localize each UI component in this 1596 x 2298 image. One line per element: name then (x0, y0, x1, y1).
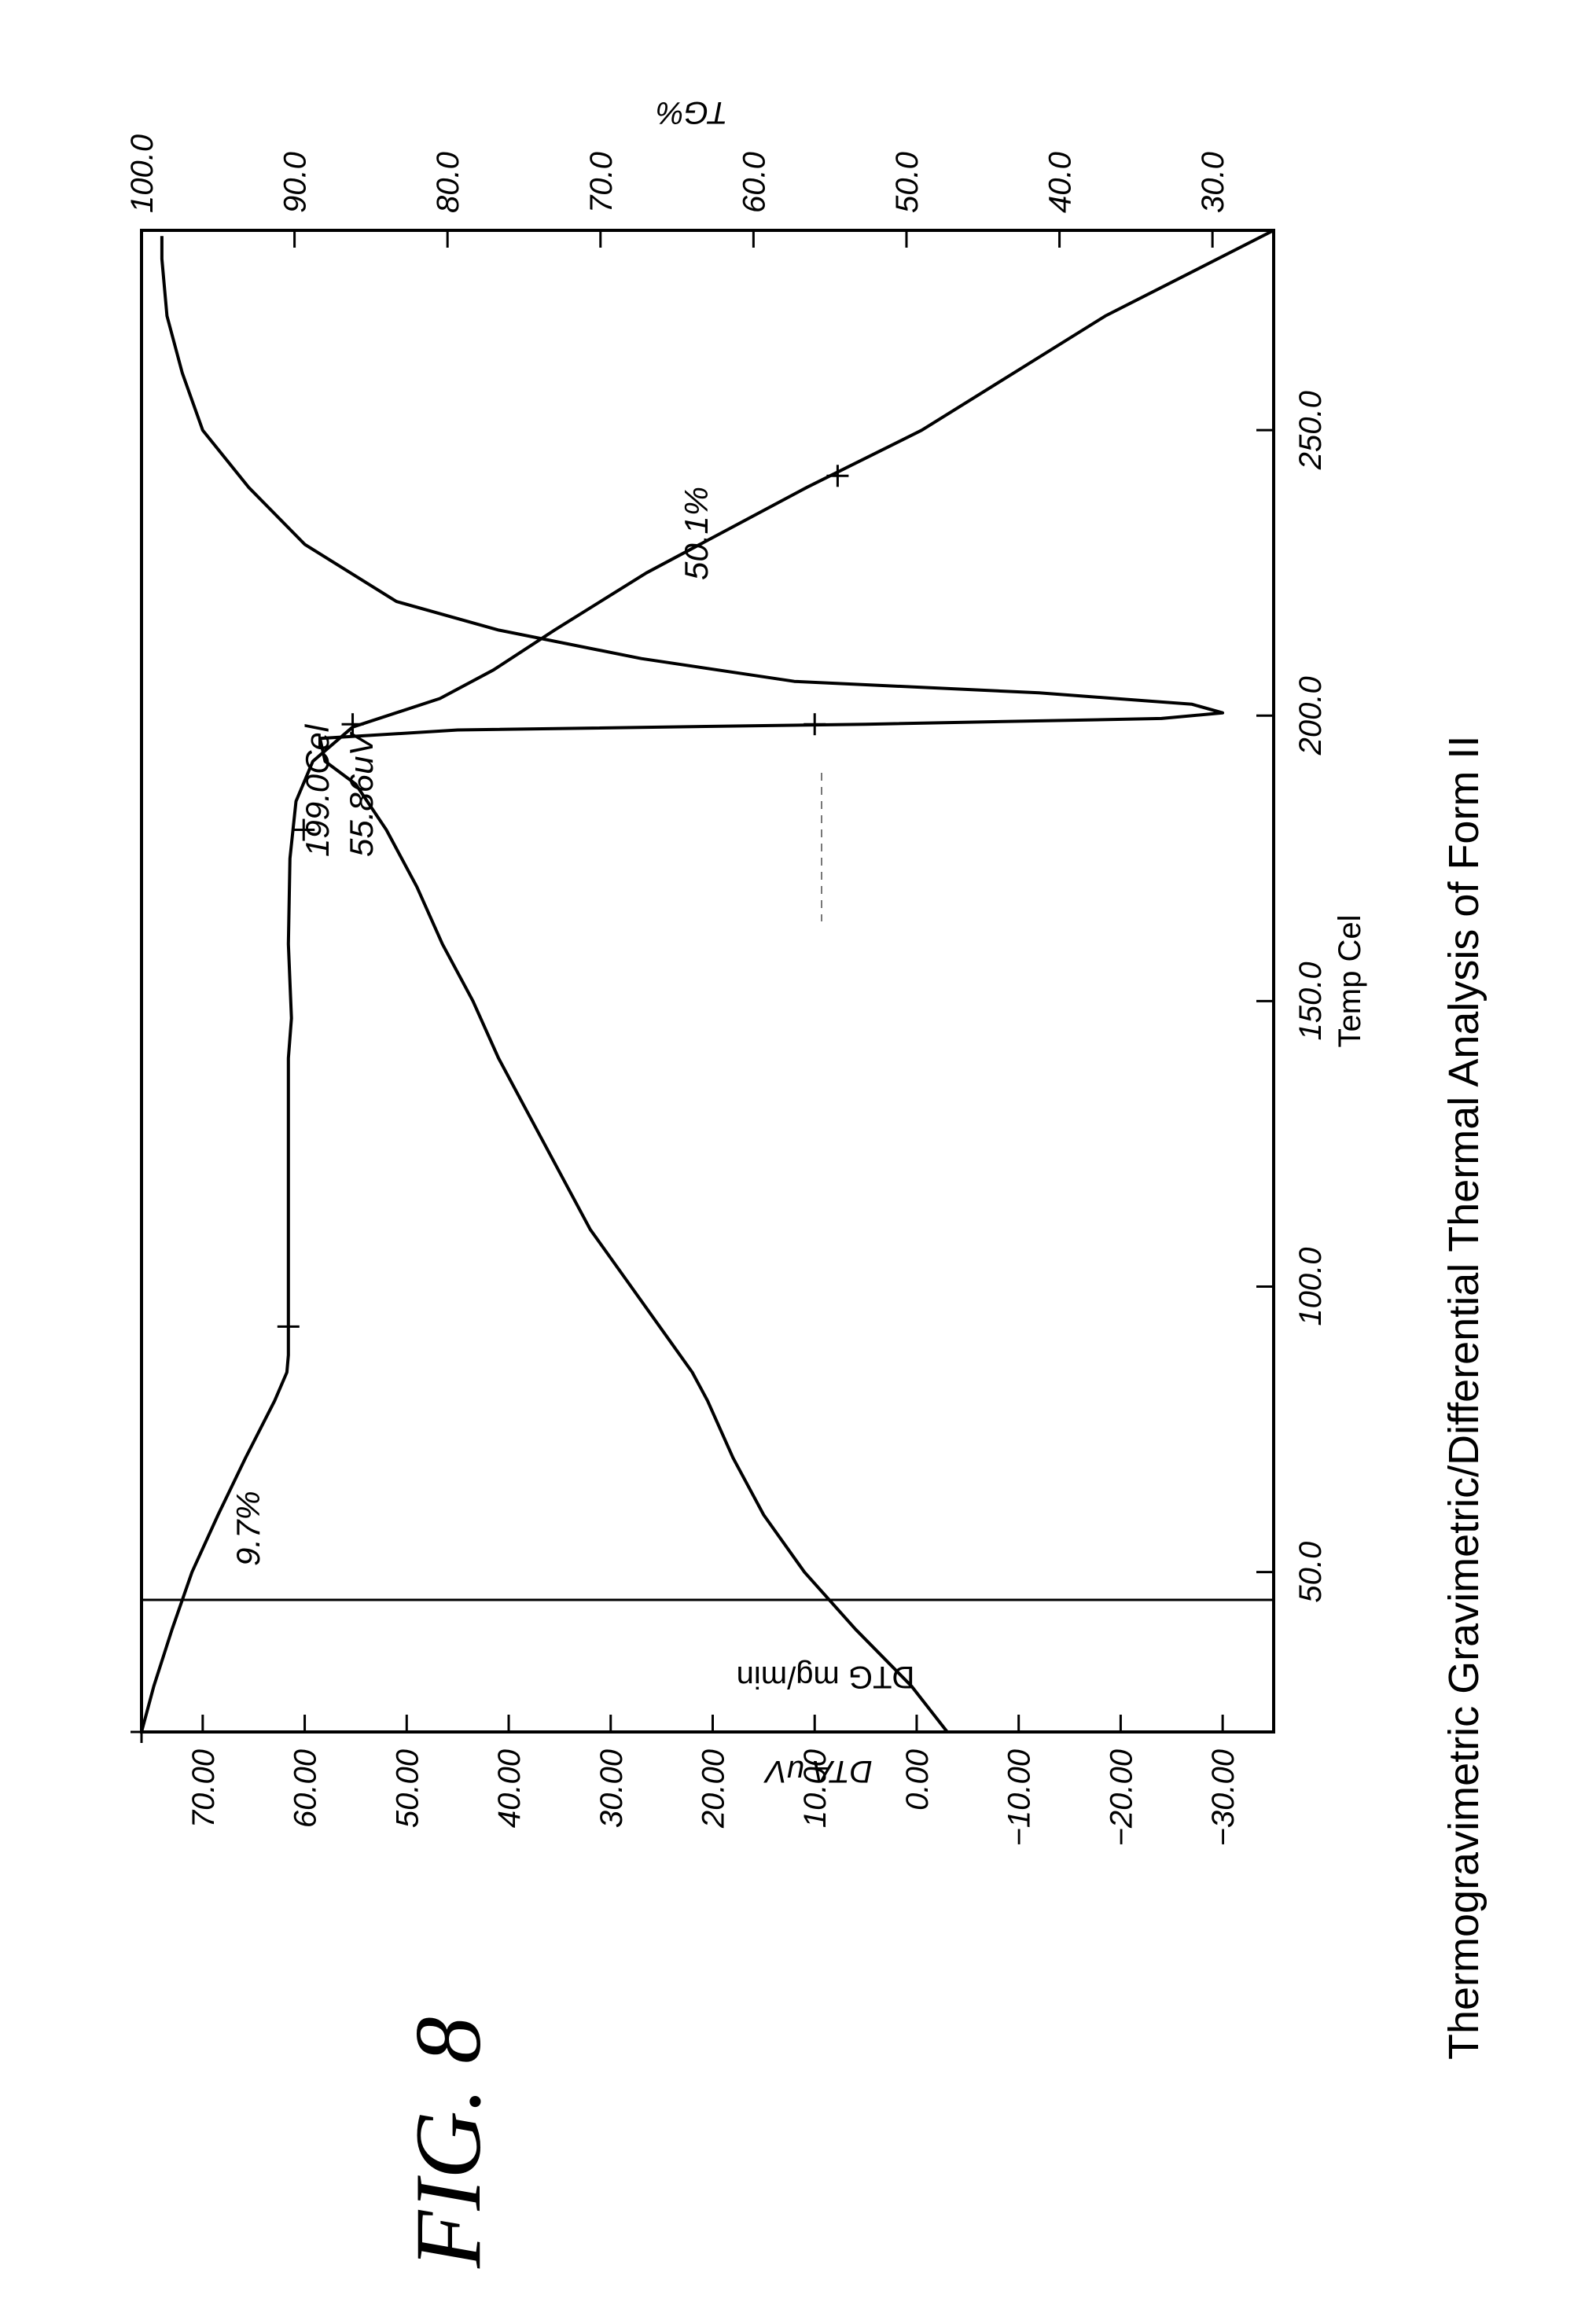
left-tick-label: 0.00 (900, 1749, 935, 1811)
annotation-tg-loss-2: 50.1% (678, 487, 715, 580)
x-axis-title: Temp Cel (1333, 915, 1367, 1048)
x-tick-label: 50.0 (1293, 1542, 1328, 1603)
annotation-peak-temp: 199.0Cel (299, 723, 336, 857)
right-tick-label: 100.0 (125, 134, 160, 213)
figure-caption: Thermogravimetric Gravimetric/Differenti… (1440, 736, 1488, 2060)
x-tick-label: 200.0 (1293, 676, 1328, 756)
right-tick-label: 40.0 (1043, 152, 1078, 213)
right-axis-title: TG% (656, 95, 727, 130)
plot-frame (142, 230, 1274, 1732)
right-tick-label: 80.0 (431, 152, 465, 213)
plot-area: 50.0 100.0 150.0 200.0 250.0 70.00 60.00 50.00 4… (125, 134, 1328, 1847)
curve-marker (804, 713, 826, 735)
right-tick-label: 90.0 (278, 152, 313, 213)
right-tick-label: 60.0 (737, 152, 771, 213)
x-tick-label: 250.0 (1293, 391, 1328, 470)
left-tick-label: 40.00 (492, 1749, 527, 1828)
dtg-axis-label: DTG mg/min (737, 1660, 915, 1694)
series-layer (142, 230, 1274, 1732)
curve-marker (131, 1721, 153, 1743)
left-tick-label: −10.00 (1002, 1749, 1037, 1846)
left-axis-title: DTA uV (763, 1754, 873, 1789)
right-tick-label: 70.0 (584, 152, 619, 213)
left-tick-label: −20.00 (1104, 1749, 1138, 1846)
left-tick-label: 20.00 (696, 1749, 730, 1829)
left-tick-label: −30.00 (1206, 1749, 1241, 1846)
figure-label: FIG. 8 (395, 2017, 500, 2269)
left-tick-label: 70.00 (186, 1749, 221, 1828)
curve-marker (278, 1315, 300, 1337)
right-tick-label: 30.0 (1196, 152, 1230, 213)
left-tick-label: 30.00 (594, 1749, 629, 1828)
annotation-peak-value: 55.86uV (343, 731, 380, 857)
dta-curve (162, 236, 1223, 1732)
left-tick-label: 50.00 (390, 1749, 425, 1828)
ticks-layer: 50.0 100.0 150.0 200.0 250.0 70.00 60.00 50.00 4… (125, 134, 1328, 1847)
left-tick-label: 60.00 (289, 1749, 323, 1828)
annotation-tg-loss-1: 9.7% (230, 1491, 267, 1566)
right-tick-label: 50.0 (890, 152, 925, 213)
x-tick-label: 150.0 (1293, 961, 1328, 1040)
x-tick-label: 100.0 (1293, 1247, 1328, 1325)
tg-curve (142, 230, 1274, 1732)
